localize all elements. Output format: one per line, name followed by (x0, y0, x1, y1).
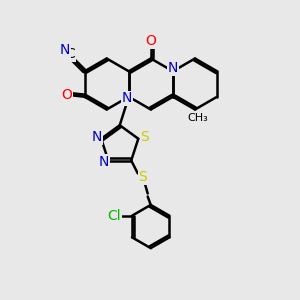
Text: S: S (138, 170, 147, 184)
Text: N: N (92, 130, 102, 144)
Text: C: C (65, 47, 75, 61)
Text: O: O (146, 34, 156, 48)
Text: O: O (61, 88, 72, 102)
Text: CH₃: CH₃ (188, 113, 208, 123)
Text: N: N (168, 61, 178, 75)
Text: N: N (99, 155, 109, 169)
Text: Cl: Cl (107, 209, 121, 223)
Text: N: N (60, 43, 70, 57)
Text: N: N (122, 91, 132, 105)
Text: S: S (140, 130, 149, 144)
